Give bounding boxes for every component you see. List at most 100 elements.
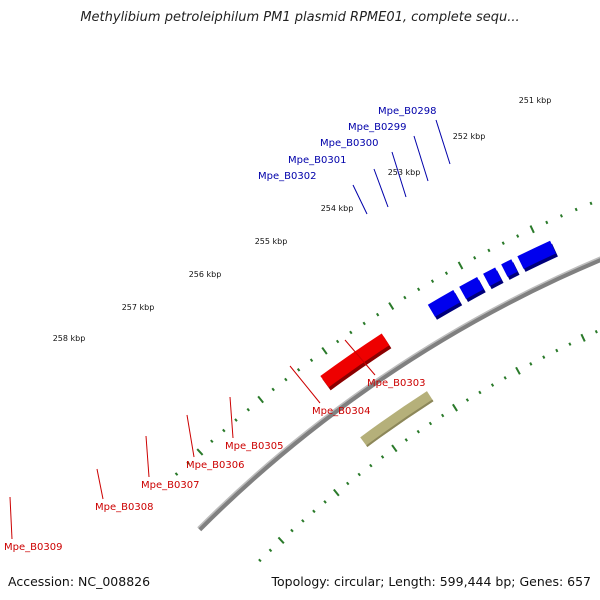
backbone: [197, 256, 600, 532]
forward-gene-Mpe_B0298: [427, 290, 463, 320]
scale-label: 258 kbp: [53, 334, 86, 343]
scale-label: 251 kbp: [519, 96, 552, 105]
inner-tick: [568, 342, 572, 346]
inner-tick: [301, 519, 305, 523]
inner-tick: [312, 509, 316, 514]
outer-tick: [234, 418, 238, 422]
forward-leader: [413, 135, 429, 182]
forward-gene-label: Mpe_B0302: [258, 171, 316, 182]
accession-text: Accession: NC_008826: [8, 574, 151, 589]
inner-tick: [277, 536, 285, 544]
outer-tick: [246, 407, 250, 412]
inner-tick: [357, 472, 361, 477]
outer-tick: [196, 448, 204, 456]
outer-tick: [589, 201, 593, 206]
inner-tick: [323, 500, 327, 504]
forward-gene-Mpe_B0301: [501, 259, 520, 280]
inner-tick: [478, 390, 482, 395]
outer-tick: [284, 377, 288, 382]
olive-feature: [360, 391, 434, 447]
inner-tick: [441, 413, 445, 418]
forward-gene-Mpe_B0302: [517, 240, 558, 272]
outer-tick: [444, 271, 449, 276]
outer-tick: [309, 358, 314, 363]
inner-tick: [555, 348, 559, 353]
inner-tick: [369, 463, 373, 468]
outer-tick: [335, 339, 340, 344]
scale-ticks: [174, 201, 598, 563]
forward-gene-label: Mpe_B0299: [348, 122, 406, 133]
inner-tick: [428, 421, 433, 426]
outer-tick: [222, 428, 226, 433]
outer-tick: [501, 241, 505, 245]
inner-tick: [333, 488, 340, 497]
outer-tick: [529, 225, 535, 234]
forward-gene-Mpe_B0298-body: [427, 290, 461, 317]
reverse-gene-label: Mpe_B0307: [141, 480, 199, 491]
inner-tick: [580, 333, 586, 342]
reverse-gene-label: Mpe_B0306: [186, 460, 244, 471]
reverse-leader: [289, 365, 321, 404]
reverse-gene-label: Mpe_B0305: [225, 441, 283, 452]
reverse-leader: [145, 435, 150, 478]
reverse-gene-label: Mpe_B0304: [312, 406, 370, 417]
forward-gene-label: Mpe_B0298: [378, 106, 436, 117]
outer-tick: [559, 214, 563, 218]
outer-tick: [321, 346, 328, 355]
outer-tick: [210, 439, 214, 444]
scale-label: 256 kbp: [189, 270, 222, 279]
outer-tick: [457, 261, 464, 270]
inner-tick: [404, 438, 408, 442]
outer-tick: [388, 302, 395, 310]
outer-tick: [545, 220, 549, 225]
labels: 251 kbp 252 kbp 253 kbp 254 kbp 255 kbp 256 k…: [4, 96, 551, 553]
outer-tick: [516, 234, 520, 238]
map-title: Methylibium petroleiphilum PM1 plasmid R…: [80, 10, 520, 25]
outer-tick: [403, 295, 407, 300]
inner-tick: [258, 558, 262, 563]
outer-tick: [174, 472, 179, 476]
outer-tick: [296, 367, 301, 372]
reverse-gene-right: [320, 333, 392, 391]
forward-leader: [352, 184, 368, 215]
inner-tick: [346, 481, 350, 486]
scale-label: 252 kbp: [453, 132, 486, 141]
forward-gene-label: Mpe_B0301: [288, 155, 346, 166]
forward-gene-Mpe_B0300-body: [483, 267, 502, 287]
inner-tick: [529, 362, 533, 366]
inner-tick: [490, 383, 495, 387]
reverse-leader: [9, 496, 13, 540]
outer-tick: [362, 321, 366, 326]
inner-tick: [290, 528, 294, 533]
backbone-circle: [198, 258, 600, 532]
olive-feature-edge: [366, 399, 434, 447]
inner-tick: [515, 366, 521, 375]
outer-tick: [574, 207, 578, 212]
forward-gene-Mpe_B0302-body: [517, 240, 556, 269]
outer-tick: [417, 287, 421, 292]
inner-tick: [594, 329, 598, 334]
forward-gene-Mpe_B0301-body: [501, 259, 518, 277]
reverse-leader: [344, 339, 376, 376]
outer-tick: [349, 330, 353, 335]
outer-tick: [473, 256, 477, 260]
forward-leader: [435, 119, 451, 165]
reverse-leader: [96, 468, 104, 500]
reverse-gene-label: Mpe_B0303: [367, 378, 425, 389]
inner-tick: [268, 548, 273, 553]
forward-leader: [391, 151, 407, 198]
scale-label: 254 kbp: [321, 204, 354, 213]
reverse-gene-label: Mpe_B0308: [95, 502, 153, 513]
inner-tick: [503, 376, 507, 380]
forward-gene-Mpe_B0300: [483, 267, 504, 290]
inner-tick: [416, 429, 420, 434]
scale-label: 253 kbp: [388, 168, 421, 177]
forward-gene-Mpe_B0299: [459, 276, 486, 302]
scale-label: 255 kbp: [255, 237, 288, 246]
inner-tick: [465, 398, 470, 402]
forward-gene-label: Mpe_B0300: [320, 138, 378, 149]
outer-tick: [271, 387, 275, 392]
outer-tick: [376, 312, 380, 317]
reverse-gene-right-body: [320, 333, 390, 388]
